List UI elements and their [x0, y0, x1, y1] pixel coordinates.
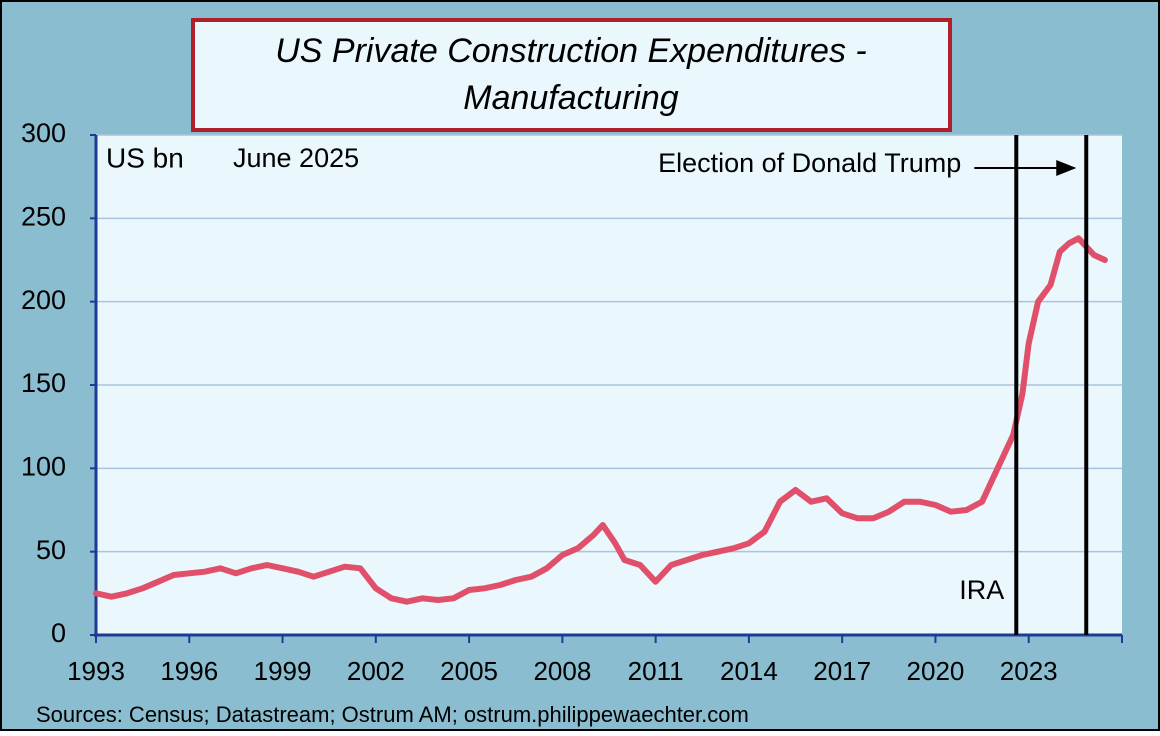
event-label: IRA: [959, 575, 1004, 605]
y-tick-label: 100: [21, 451, 66, 481]
title-box: [191, 18, 952, 132]
x-tick-label: 2008: [533, 656, 591, 686]
x-tick-label: 2005: [440, 656, 498, 686]
x-tick-label: 2017: [813, 656, 871, 686]
y-tick-label: 250: [21, 201, 66, 231]
x-tick-label: 2023: [1000, 656, 1058, 686]
chart-title: US Private Construction Expenditures -: [275, 32, 866, 70]
x-tick-label: 1999: [254, 656, 312, 686]
x-tick-label: 1996: [160, 656, 218, 686]
x-tick-label: 2002: [347, 656, 405, 686]
unit-label: US bn: [106, 142, 184, 173]
y-tick-label: 300: [21, 118, 66, 148]
y-tick-label: 0: [51, 618, 66, 648]
x-tick-label: 2014: [720, 656, 778, 686]
source: Sources: Census; Datastream; Ostrum AM; …: [36, 702, 749, 727]
date-label: June 2025: [233, 143, 359, 173]
y-tick-label: 150: [21, 368, 66, 398]
event-label: Election of Donald Trump: [658, 148, 961, 178]
x-tick-label: 2011: [628, 656, 684, 686]
data-line: [93, 235, 1108, 605]
y-tick-label: 200: [21, 285, 66, 315]
x-tick-label: 2020: [907, 656, 965, 686]
x-tick-label: 1993: [67, 656, 125, 686]
y-tick-label: 50: [36, 535, 66, 565]
chart-title: Manufacturing: [463, 79, 679, 117]
